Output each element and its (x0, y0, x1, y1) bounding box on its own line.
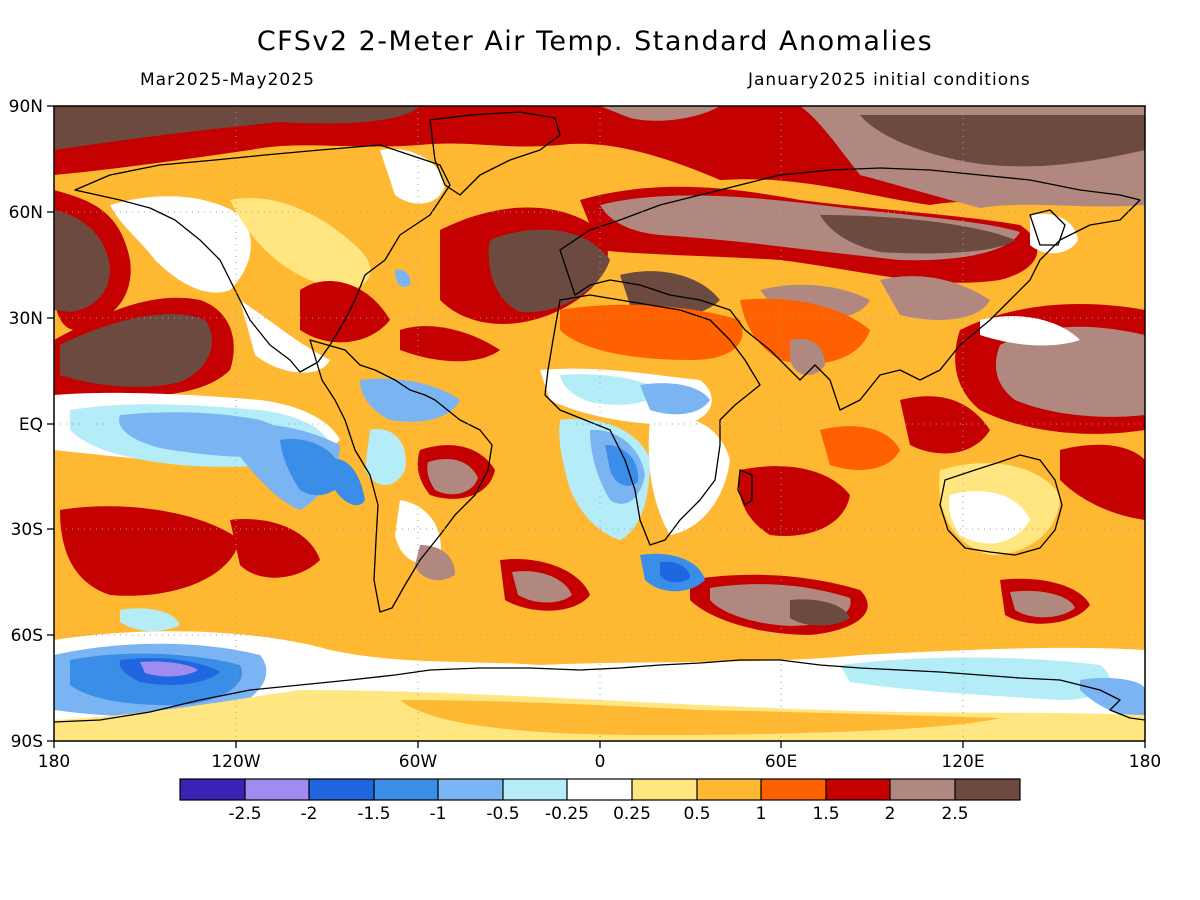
anomaly-region (360, 378, 460, 422)
anomaly-region (1010, 590, 1075, 618)
coastlines (53, 111, 1146, 723)
colorbar-swatch (245, 779, 309, 800)
anomaly-region (660, 561, 690, 583)
chart-title: CFSv2 2-Meter Air Temp. Standard Anomali… (256, 26, 934, 57)
anomaly-region (995, 326, 1145, 417)
anomaly-region (820, 426, 900, 470)
greenland-coastline (429, 111, 561, 196)
south-america-coastline (309, 339, 493, 613)
anomaly-region (60, 506, 240, 596)
anomaly-region (365, 429, 406, 485)
anomaly-region (380, 149, 445, 204)
forecast-period: Mar2025-May2025 (140, 70, 315, 90)
colorbar-swatch (503, 779, 567, 800)
lon-label-60e: 60E (765, 752, 797, 772)
anomaly-region (230, 198, 371, 290)
anomaly-region (280, 439, 345, 496)
lon-label-180e: 180 (1129, 752, 1161, 772)
lon-label-60w: 60W (399, 752, 438, 772)
colorbar-label: -2.5 (228, 804, 261, 824)
anomaly-region (880, 276, 990, 320)
anomaly-region (740, 298, 870, 364)
australia-coastline (939, 454, 1063, 556)
anomaly-region (640, 383, 710, 415)
colorbar-swatch (890, 779, 955, 800)
anomaly-region (512, 571, 572, 603)
colorbar-label: -0.25 (545, 804, 589, 824)
colorbar-label: 2.5 (941, 804, 968, 824)
anomaly-region (140, 661, 198, 677)
lat-label-eq: EQ (19, 415, 43, 435)
colorbar-label: 1.5 (812, 804, 839, 824)
colorbar-label: 0.5 (683, 804, 710, 824)
anomaly-region (395, 269, 411, 287)
anomaly-region (1060, 444, 1145, 520)
initial-conditions: January2025 initial conditions (748, 70, 1031, 90)
colorbar-label: -1.5 (357, 804, 390, 824)
anomaly-field (54, 106, 1145, 741)
madagascar-coastline (737, 469, 753, 506)
anomaly-region (400, 326, 500, 362)
lat-label-30n: 30N (9, 309, 43, 329)
anomaly-region (790, 599, 850, 626)
colorbar-swatch (826, 779, 890, 800)
lat-label-90n: 90N (9, 97, 43, 117)
colorbar-label: 2 (885, 804, 896, 824)
anomaly-region (648, 416, 730, 535)
antarctica-coastline (53, 659, 1146, 723)
anomaly-region (300, 281, 390, 343)
anomaly-region (427, 458, 478, 495)
anomaly-region (54, 106, 420, 150)
colorbar-swatch (697, 779, 761, 800)
anomaly-region (230, 519, 320, 578)
anomaly-region (980, 316, 1080, 346)
anomaly-region (400, 700, 1000, 735)
lat-label-60n: 60N (9, 203, 43, 223)
anomaly-region (240, 300, 330, 373)
lat-label-60s: 60S (11, 626, 43, 646)
anomaly-region (54, 210, 110, 312)
anomaly-region (948, 491, 1030, 544)
anomaly-region (900, 396, 990, 454)
anomaly-region (560, 374, 660, 405)
anomaly-region (110, 196, 251, 293)
kamchatka-coastline (1029, 209, 1066, 246)
colorbar-label: 0.25 (613, 804, 651, 824)
anomaly-region (330, 459, 365, 506)
colorbar-swatch (438, 779, 503, 800)
anomaly-region (820, 215, 1015, 254)
north-america-coastline (74, 144, 451, 373)
colorbar-swatch (632, 779, 697, 800)
anomaly-region (840, 657, 1110, 700)
lon-label-120e: 120E (941, 752, 984, 772)
anomaly-region (60, 314, 212, 387)
colorbar-swatch (309, 779, 374, 800)
anomaly-region (860, 115, 1145, 167)
eurasia-coastline (559, 167, 1141, 411)
colorbar-label: -1 (430, 804, 447, 824)
colorbar-swatch (567, 779, 632, 800)
colorbar-swatch (374, 779, 438, 800)
anomaly-region (738, 466, 850, 536)
colorbar-label: -2 (301, 804, 318, 824)
lat-label-30s: 30S (11, 520, 43, 540)
anomaly-region (1030, 213, 1078, 254)
colorbar-swatch (761, 779, 826, 800)
anomaly-region (600, 106, 720, 121)
lon-label-120w: 120W (211, 752, 260, 772)
colorbar: -2.5 -2 -1.5 -1 -0.5 -0.25 0.25 0.5 1 1.… (179, 778, 1021, 824)
lat-label-90s: 90S (11, 732, 43, 752)
anomaly-region (560, 304, 743, 360)
colorbar-swatch (955, 779, 1020, 800)
africa-coastline (544, 294, 761, 546)
anomaly-region (120, 608, 180, 632)
colorbar-label: 1 (756, 804, 767, 824)
tick-marks (47, 105, 1146, 748)
lon-label-0: 0 (595, 752, 606, 772)
colorbar-swatch (180, 779, 245, 800)
colorbar-label: -0.5 (486, 804, 519, 824)
lon-label-180w: 180 (38, 752, 70, 772)
